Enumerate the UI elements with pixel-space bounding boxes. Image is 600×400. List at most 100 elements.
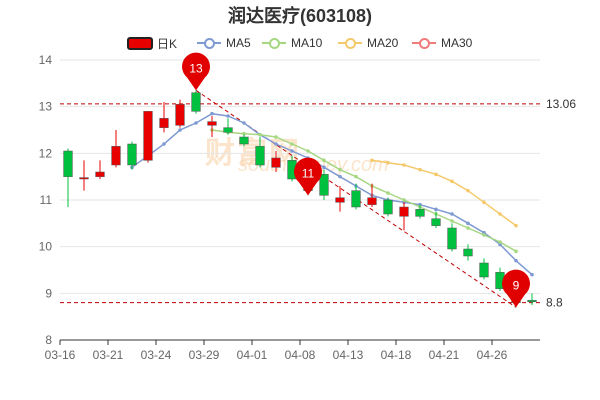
- ma-point: [402, 198, 406, 202]
- pin-marker: [294, 157, 322, 196]
- legend-label-dayk: 日K: [157, 36, 178, 51]
- ma-point: [322, 158, 326, 163]
- ma-point: [370, 158, 374, 163]
- legend: 日K MA5 MA10 MA20 MA30: [0, 34, 600, 52]
- legend-label-ma30: MA30: [441, 36, 473, 50]
- candle-body: [463, 248, 473, 257]
- y-tick-label: 13: [39, 100, 53, 114]
- ma-point: [162, 142, 166, 146]
- candle-body: [207, 121, 217, 126]
- ma-point: [466, 221, 470, 226]
- ma-point: [466, 188, 470, 193]
- line-dot-icon: [197, 36, 221, 50]
- candle-body: [191, 92, 201, 112]
- candle-body: [111, 146, 121, 166]
- ma-point: [498, 240, 502, 244]
- candle-body: [63, 150, 73, 177]
- ma-point: [450, 212, 454, 216]
- ma-point: [530, 272, 534, 277]
- reference-label: 8.8: [546, 296, 563, 310]
- ma-point: [514, 223, 518, 228]
- candle-body: [383, 199, 393, 215]
- ma-point: [514, 258, 518, 263]
- candle-body: [175, 104, 185, 126]
- candle-body: [143, 111, 153, 161]
- x-tick-label: 03-24: [141, 348, 172, 362]
- x-tick-label: 04-21: [429, 348, 460, 362]
- ma-point: [514, 249, 518, 254]
- x-tick-label: 04-08: [285, 348, 316, 362]
- ma-point: [322, 165, 326, 170]
- legend-label-ma20: MA20: [367, 36, 399, 50]
- legend-item-ma5[interactable]: MA5: [197, 34, 251, 52]
- y-tick-label: 9: [45, 286, 52, 300]
- ma-point: [178, 128, 182, 132]
- ma-point: [498, 212, 502, 216]
- y-tick-label: 11: [40, 193, 53, 207]
- ma-point: [338, 174, 342, 179]
- chart-title: 润达医疗(603108): [227, 6, 373, 26]
- candle-body: [399, 206, 409, 217]
- line-dot-icon: [412, 36, 436, 50]
- legend-item-dayk[interactable]: 日K: [127, 34, 177, 52]
- ma-point: [450, 179, 454, 184]
- candle-body: [527, 300, 537, 302]
- candle-body: [79, 177, 89, 180]
- line-dot-icon: [262, 36, 286, 50]
- pin-marker-label: 13: [189, 61, 203, 75]
- ma-point: [418, 167, 422, 172]
- x-tick-label: 03-29: [189, 348, 220, 362]
- legend-item-ma10[interactable]: MA10: [262, 34, 322, 52]
- ma-point: [290, 149, 294, 153]
- candle-body: [367, 197, 377, 205]
- candle-body: [95, 171, 105, 177]
- ma-point: [354, 174, 358, 179]
- candle-body: [239, 136, 249, 145]
- reference-label: 13.06: [546, 97, 576, 111]
- ma-point: [290, 142, 294, 146]
- candle-body: [431, 218, 441, 226]
- candle-body: [351, 190, 361, 208]
- candle-body: [127, 143, 137, 166]
- legend-item-ma30[interactable]: MA30: [412, 34, 472, 52]
- ma-point: [386, 160, 390, 165]
- candle-body: [159, 118, 169, 128]
- ma-point: [242, 121, 246, 125]
- ma-point: [450, 219, 454, 223]
- pin-marker: [502, 269, 530, 308]
- ma-point: [274, 135, 278, 139]
- ma-point: [402, 163, 406, 167]
- candle-body: [255, 146, 265, 166]
- ma-line-ma10: [211, 129, 517, 252]
- x-tick-label: 04-01: [237, 348, 268, 362]
- ma-point: [434, 207, 438, 212]
- ma-point: [306, 149, 310, 153]
- legend-label-ma5: MA5: [226, 36, 251, 50]
- ma-point: [210, 111, 214, 116]
- y-tick-label: 14: [39, 53, 53, 67]
- x-tick-label: 04-13: [333, 348, 364, 362]
- ma-line-ma20: [371, 159, 517, 227]
- ma-point: [386, 191, 390, 195]
- candle-icon: [127, 36, 153, 50]
- line-dot-icon: [338, 36, 362, 50]
- ma-point: [466, 226, 470, 230]
- candle-body: [319, 174, 329, 196]
- candle-body: [271, 157, 281, 168]
- ma-point: [274, 142, 278, 146]
- ma-point: [434, 172, 438, 177]
- ma-point: [482, 200, 486, 205]
- candle-body: [447, 227, 457, 250]
- ma-point: [226, 114, 230, 118]
- x-tick-label: 04-18: [381, 348, 412, 362]
- ma-point: [258, 132, 262, 137]
- y-tick-label: 8: [45, 333, 52, 347]
- candle-body: [335, 197, 345, 203]
- candle-body: [479, 262, 489, 278]
- ma-point: [338, 167, 342, 172]
- x-tick-label: 03-16: [45, 348, 76, 362]
- x-tick-label: 03-21: [93, 348, 124, 362]
- legend-item-ma20[interactable]: MA20: [338, 34, 398, 52]
- pin-marker-label: 9: [513, 278, 520, 292]
